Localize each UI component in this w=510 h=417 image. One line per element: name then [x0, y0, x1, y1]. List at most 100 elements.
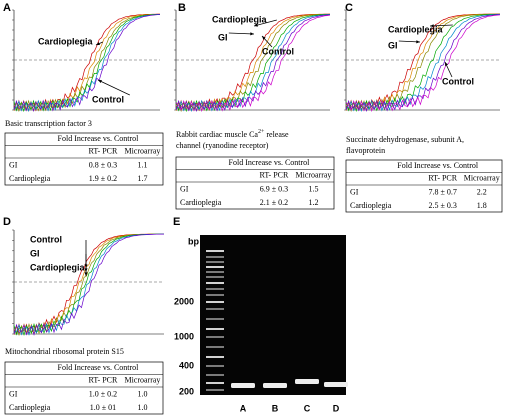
panel-label: C — [345, 2, 353, 14]
ladder-band — [206, 389, 224, 391]
ladder-band — [206, 382, 224, 384]
ladder-band — [206, 318, 224, 320]
ladder-band — [206, 276, 224, 278]
column-header: RT- PCR — [260, 171, 289, 180]
table-cell: 0.8 ± 0.3 — [89, 160, 117, 169]
annotation: GI — [30, 248, 40, 258]
table-cell: Cardioplegia — [350, 201, 392, 210]
gel-band — [231, 383, 255, 388]
annotation: Cardioplegia — [388, 24, 444, 34]
ladder-band — [206, 301, 224, 303]
arrow-head — [250, 32, 254, 36]
caption-text: Rabbit cardiac muscle Ca — [176, 130, 258, 139]
amplification-curve — [13, 14, 160, 113]
column-header: Microarray — [124, 147, 160, 156]
table-border — [345, 159, 503, 213]
caption: flavoprotein — [346, 146, 385, 155]
ladder-band — [206, 356, 224, 358]
arrow-head — [96, 42, 100, 45]
amplification-curve — [175, 13, 331, 113]
ladder-band — [206, 256, 224, 258]
ladder-band — [206, 365, 224, 367]
table-cell: 7.8 ± 0.7 — [429, 187, 457, 196]
amplification-curve — [13, 233, 164, 336]
annotation: Control — [92, 94, 124, 104]
annotation: Control — [442, 76, 474, 86]
table-cell: 1.0 ± 01 — [90, 403, 116, 412]
annotation: GI — [218, 32, 228, 42]
ladder-band — [206, 374, 224, 376]
table-border — [4, 361, 164, 415]
amplification-curve — [13, 13, 161, 113]
column-header: RT- PCR — [89, 147, 118, 156]
arrow-head — [84, 272, 88, 276]
amplification-curve — [345, 14, 501, 112]
lane-label: D — [333, 403, 340, 413]
annotation: GI — [388, 40, 398, 50]
caption-text: release — [264, 130, 289, 139]
marker-label: 1000 — [174, 331, 194, 341]
marker-label: 2000 — [174, 296, 194, 306]
caption: channel (ryanodine receptor) — [176, 141, 269, 150]
annotation: Cardioplegia — [212, 14, 268, 24]
table-cell: 1.8 — [477, 201, 487, 210]
ladder-band — [206, 288, 224, 290]
arrow-head — [416, 40, 420, 44]
marker-label: 400 — [179, 360, 194, 370]
table-cell: GI — [350, 187, 359, 196]
table-cell: GI — [9, 160, 18, 169]
arrow — [97, 79, 130, 96]
ladder-band — [206, 308, 224, 310]
ladder-band — [206, 336, 224, 338]
amplification-curve — [345, 13, 501, 112]
amplification-curve — [175, 13, 330, 112]
table-cell: GI — [9, 389, 18, 398]
ladder-band — [206, 271, 224, 273]
arrow-head — [98, 80, 102, 83]
amplification-curve — [175, 14, 331, 112]
column-header: RT- PCR — [89, 376, 118, 385]
caption: Succinate dehydrogenase, subunit A, — [346, 135, 464, 144]
column-header: Microarray — [124, 376, 160, 385]
amplification-curve — [175, 14, 331, 113]
table-cell: 1.0 ± 0.2 — [89, 389, 117, 398]
arrow-head — [262, 36, 266, 40]
gel-band — [295, 379, 319, 384]
table-cell: Cardioplegia — [9, 403, 51, 412]
table-cell: 1.1 — [137, 160, 147, 169]
table-cell: Cardioplegia — [9, 174, 51, 183]
amplification-curve — [175, 13, 331, 112]
ladder-band — [206, 266, 224, 268]
amplification-curve — [175, 14, 331, 112]
gel-band — [263, 383, 287, 388]
amplification-curve — [13, 13, 160, 112]
ladder-band — [206, 250, 224, 252]
table-border — [175, 156, 335, 210]
annotation: Control — [30, 234, 62, 244]
column-header: RT- PCR — [428, 174, 457, 183]
caption: Mitochondrial ribosomal protein S15 — [5, 347, 124, 356]
arrow — [429, 24, 453, 27]
table-header: Fold Increase vs. Control — [397, 161, 479, 170]
table-cell: GI — [180, 184, 189, 193]
annotation: Control — [262, 46, 294, 56]
ladder-band — [206, 346, 224, 348]
caption-superscript: 2+ — [258, 129, 265, 135]
table-cell: Cardioplegia — [180, 198, 222, 207]
table-border — [4, 132, 164, 186]
ladder-band — [206, 261, 224, 263]
table-cell: 1.5 — [308, 184, 318, 193]
amplification-curve — [175, 13, 331, 113]
panel-label: A — [3, 2, 11, 14]
lane-label: C — [304, 403, 311, 413]
unit-label: bp — [188, 236, 199, 246]
table-cell: 1.7 — [137, 174, 147, 183]
column-header: Microarray — [295, 171, 331, 180]
panel-label: D — [3, 216, 11, 228]
table-cell: 1.9 ± 0.2 — [89, 174, 117, 183]
arrow-head — [430, 24, 434, 28]
table-cell: 2.1 ± 0.2 — [260, 198, 288, 207]
amplification-curve — [13, 13, 160, 112]
ladder-band — [206, 282, 224, 284]
